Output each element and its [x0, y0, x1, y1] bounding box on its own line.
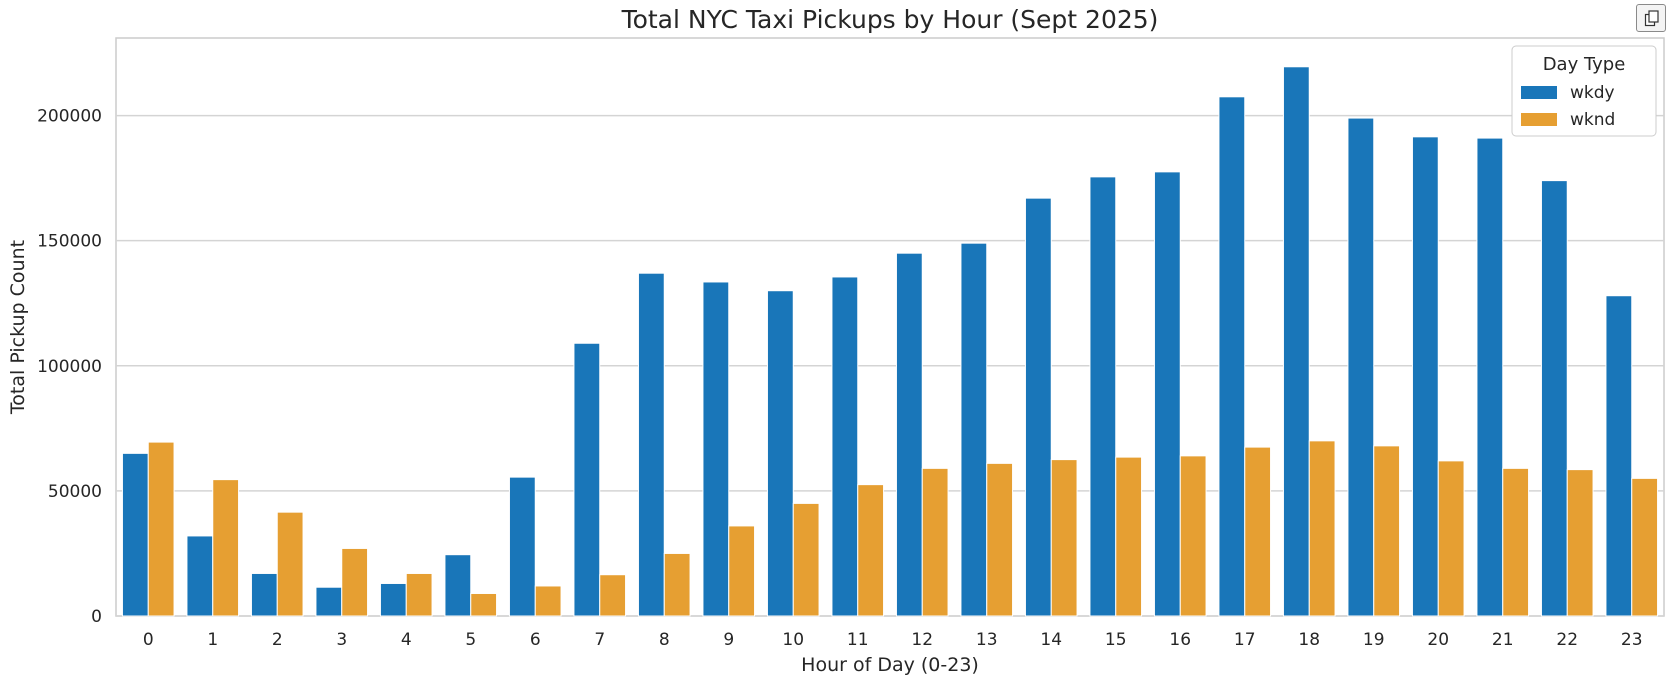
x-tick-label: 16 — [1169, 630, 1191, 650]
bar-wkdy-16 — [1153, 171, 1181, 617]
bar-wknd-14 — [1050, 459, 1078, 617]
bar-wkdy-8 — [637, 272, 665, 617]
y-tick-label: 150000 — [37, 232, 102, 252]
bar-wkdy-4 — [379, 582, 407, 617]
bar-wkdy-1 — [186, 535, 214, 617]
x-tick-label: 17 — [1234, 630, 1256, 650]
legend: Day Type wkdy wknd — [1511, 45, 1657, 137]
bar-wkdy-18 — [1282, 66, 1310, 617]
bar-wkdy-10 — [766, 290, 794, 617]
bar-wknd-9 — [728, 525, 756, 617]
bar-wknd-8 — [663, 552, 691, 617]
bars — [121, 66, 1659, 617]
legend-swatch-wknd — [1521, 113, 1557, 126]
bar-wknd-4 — [405, 572, 433, 617]
y-axis-label: Total Pickup Count — [7, 240, 29, 415]
bar-wkdy-3 — [315, 586, 343, 617]
bar-wknd-17 — [1244, 446, 1272, 617]
x-tick-label: 0 — [143, 630, 154, 650]
bar-wknd-12 — [921, 467, 949, 617]
chart-title: Total NYC Taxi Pickups by Hour (Sept 202… — [621, 5, 1159, 34]
bar-wkdy-13 — [960, 242, 988, 617]
bar-wkdy-19 — [1347, 117, 1375, 617]
bar-wkdy-7 — [573, 342, 601, 617]
copy-icon — [1644, 10, 1659, 27]
y-tick-label: 50000 — [48, 482, 102, 502]
x-tick-label: 7 — [594, 630, 605, 650]
x-tick-label: 12 — [911, 630, 933, 650]
legend-label-wknd: wknd — [1570, 110, 1615, 130]
x-tick-label: 6 — [530, 630, 541, 650]
bar-wknd-22 — [1566, 469, 1594, 617]
bar-wknd-21 — [1502, 467, 1530, 617]
bar-wknd-11 — [857, 484, 885, 617]
x-tick-label: 11 — [847, 630, 869, 650]
bar-wkdy-14 — [1024, 197, 1052, 617]
x-tick-label: 23 — [1621, 630, 1643, 650]
x-tick-label: 1 — [207, 630, 218, 650]
bar-wknd-20 — [1437, 460, 1465, 617]
x-tick-label: 14 — [1040, 630, 1062, 650]
bar-wknd-18 — [1308, 440, 1336, 617]
x-tick-label: 15 — [1105, 630, 1127, 650]
bar-wknd-3 — [341, 547, 369, 617]
bar-wkdy-21 — [1476, 137, 1504, 617]
bar-wknd-6 — [534, 585, 562, 617]
y-tick-label: 200000 — [37, 107, 102, 127]
x-tick-label: 13 — [976, 630, 998, 650]
bar-wknd-10 — [792, 502, 820, 617]
x-tick-label: 19 — [1363, 630, 1385, 650]
x-tick-label: 9 — [723, 630, 734, 650]
bar-wkdy-2 — [250, 572, 278, 617]
legend-label-wkdy: wkdy — [1570, 83, 1615, 103]
bar-wknd-0 — [147, 441, 175, 617]
bar-wkdy-22 — [1540, 180, 1568, 617]
x-tick-label: 5 — [465, 630, 476, 650]
x-tick-label: 10 — [782, 630, 804, 650]
bar-wkdy-15 — [1089, 176, 1117, 617]
bar-wkdy-20 — [1411, 136, 1439, 617]
bar-wkdy-9 — [702, 281, 730, 617]
x-tick-label: 3 — [336, 630, 347, 650]
x-tick-label: 20 — [1427, 630, 1449, 650]
x-tick-label: 4 — [401, 630, 412, 650]
plot-area — [115, 37, 1665, 617]
y-tick-label: 0 — [91, 607, 102, 627]
legend-swatch-wkdy — [1521, 86, 1557, 99]
bar-wknd-2 — [276, 511, 304, 617]
y-tick-labels: 0 50000 100000 150000 200000 — [37, 107, 102, 627]
bar-wknd-19 — [1373, 445, 1401, 617]
legend-title: Day Type — [1543, 54, 1626, 75]
bar-wkdy-17 — [1218, 96, 1246, 617]
bar-wknd-16 — [1179, 455, 1207, 617]
x-tick-label: 2 — [272, 630, 283, 650]
x-axis-label: Hour of Day (0-23) — [801, 654, 979, 676]
bar-wknd-1 — [212, 479, 240, 617]
bar-wkdy-11 — [831, 276, 859, 617]
copy-button[interactable] — [1636, 4, 1666, 32]
grid-lines — [116, 114, 1664, 617]
bar-wknd-15 — [1115, 456, 1143, 617]
x-tick-label: 22 — [1556, 630, 1578, 650]
bar-wkdy-6 — [508, 476, 536, 617]
x-tick-label: 21 — [1492, 630, 1514, 650]
x-tick-labels: 0 1 2 3 4 5 6 7 8 9 10 11 12 13 14 15 16 17 18 19 20 21 22 23 — [143, 630, 1643, 650]
bar-wkdy-0 — [121, 452, 149, 617]
bar-wknd-23 — [1631, 477, 1659, 617]
x-tick-label: 8 — [659, 630, 670, 650]
bar-wkdy-5 — [444, 554, 472, 617]
x-tick-label: 18 — [1298, 630, 1320, 650]
bar-wkdy-23 — [1605, 295, 1633, 617]
bar-wkdy-12 — [895, 252, 923, 617]
bar-wknd-13 — [986, 462, 1014, 617]
bar-wknd-7 — [599, 574, 627, 617]
bar-wknd-5 — [470, 592, 498, 617]
y-tick-label: 100000 — [37, 357, 102, 377]
